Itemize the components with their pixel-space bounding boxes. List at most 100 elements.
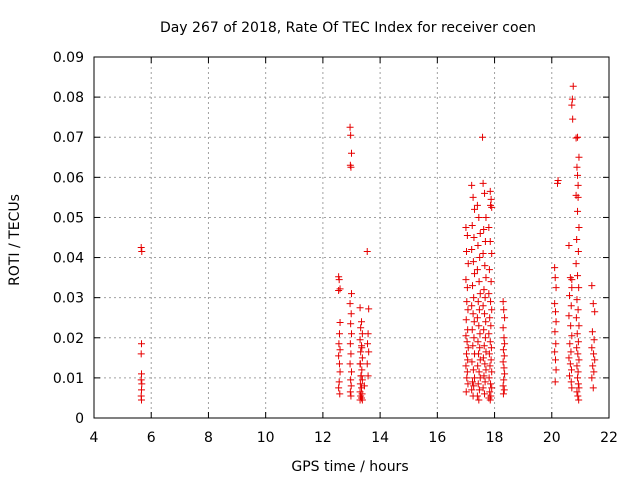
data-point bbox=[470, 318, 478, 326]
data-point bbox=[137, 396, 145, 404]
data-point bbox=[357, 348, 365, 356]
data-point bbox=[347, 320, 355, 328]
data-point bbox=[588, 282, 596, 290]
data-point bbox=[488, 368, 496, 376]
data-point bbox=[567, 302, 575, 310]
x-axis-label: GPS time / hours bbox=[291, 459, 408, 475]
data-point bbox=[473, 266, 481, 274]
data-point bbox=[481, 334, 489, 342]
data-point bbox=[335, 378, 343, 386]
data-point bbox=[358, 318, 366, 326]
y-tick-label: 0.07 bbox=[53, 130, 84, 146]
data-point bbox=[574, 374, 582, 382]
data-point bbox=[479, 302, 487, 310]
data-point bbox=[476, 290, 484, 298]
data-point bbox=[575, 322, 583, 330]
x-tick-label: 8 bbox=[204, 430, 213, 446]
data-point bbox=[137, 370, 145, 378]
data-point bbox=[566, 340, 574, 348]
data-point bbox=[551, 328, 559, 336]
data-point bbox=[462, 276, 470, 284]
data-point bbox=[488, 306, 496, 314]
data-point bbox=[464, 356, 472, 364]
data-point bbox=[470, 334, 478, 342]
data-point bbox=[468, 358, 476, 366]
data-point bbox=[589, 300, 597, 308]
data-point bbox=[346, 123, 354, 131]
data-point bbox=[573, 236, 581, 244]
data-point bbox=[574, 207, 582, 215]
data-point bbox=[572, 260, 580, 268]
data-point bbox=[474, 242, 482, 250]
data-point bbox=[480, 225, 488, 233]
data-point bbox=[575, 223, 583, 231]
data-point bbox=[476, 344, 484, 352]
data-point bbox=[335, 384, 343, 392]
data-point bbox=[479, 133, 487, 141]
data-point bbox=[347, 310, 355, 318]
data-point bbox=[500, 306, 508, 314]
data-point bbox=[574, 248, 582, 256]
data-point bbox=[480, 286, 488, 294]
grid-lines bbox=[94, 57, 609, 418]
data-point bbox=[591, 308, 599, 316]
data-point bbox=[471, 270, 479, 278]
data-point bbox=[487, 278, 495, 286]
data-point bbox=[138, 380, 146, 388]
data-point bbox=[475, 350, 483, 358]
data-point bbox=[473, 392, 481, 400]
data-point bbox=[346, 360, 354, 368]
data-point bbox=[462, 362, 470, 370]
data-point bbox=[551, 378, 559, 386]
data-point bbox=[480, 372, 488, 380]
data-point bbox=[468, 302, 476, 310]
data-point bbox=[463, 298, 471, 306]
data-point bbox=[336, 390, 344, 398]
data-point bbox=[574, 306, 582, 314]
x-tick-label: 16 bbox=[428, 430, 446, 446]
data-point bbox=[573, 344, 581, 352]
axis-ticks: 4 6 8 10 12 14 16 18 20 22 0 0.01 0.02 0.03 0.04 0.05 0.… bbox=[53, 50, 618, 446]
data-point bbox=[479, 354, 487, 362]
data-point bbox=[335, 352, 343, 360]
data-point bbox=[469, 342, 477, 350]
data-point bbox=[575, 153, 583, 161]
data-point bbox=[499, 298, 507, 306]
data-point bbox=[464, 344, 472, 352]
data-point bbox=[481, 294, 489, 302]
data-point bbox=[501, 340, 509, 348]
data-point bbox=[552, 366, 560, 374]
data-point bbox=[574, 193, 582, 201]
data-point bbox=[500, 386, 508, 394]
data-point bbox=[551, 264, 559, 272]
data-point bbox=[486, 396, 494, 404]
data-point bbox=[552, 318, 560, 326]
data-point bbox=[501, 370, 509, 378]
data-point bbox=[475, 386, 483, 394]
data-point bbox=[360, 382, 368, 390]
data-point bbox=[482, 366, 490, 374]
data-point bbox=[336, 346, 344, 354]
data-point bbox=[499, 358, 507, 366]
data-point bbox=[565, 242, 573, 250]
data-point bbox=[348, 290, 355, 298]
data-point bbox=[499, 382, 507, 390]
data-point bbox=[487, 298, 495, 306]
data-point bbox=[486, 362, 494, 370]
data-point bbox=[566, 360, 574, 368]
data-point bbox=[573, 388, 581, 396]
data-point bbox=[335, 360, 343, 368]
data-point bbox=[469, 282, 477, 290]
data-point bbox=[572, 314, 580, 322]
data-point bbox=[567, 322, 575, 330]
data-point bbox=[485, 290, 493, 298]
data-point bbox=[468, 181, 476, 189]
data-point bbox=[481, 378, 489, 386]
data-point bbox=[347, 376, 355, 384]
data-point bbox=[589, 362, 597, 370]
data-point bbox=[573, 163, 581, 171]
data-point bbox=[552, 340, 560, 348]
data-point bbox=[347, 392, 355, 400]
data-point bbox=[574, 171, 582, 179]
